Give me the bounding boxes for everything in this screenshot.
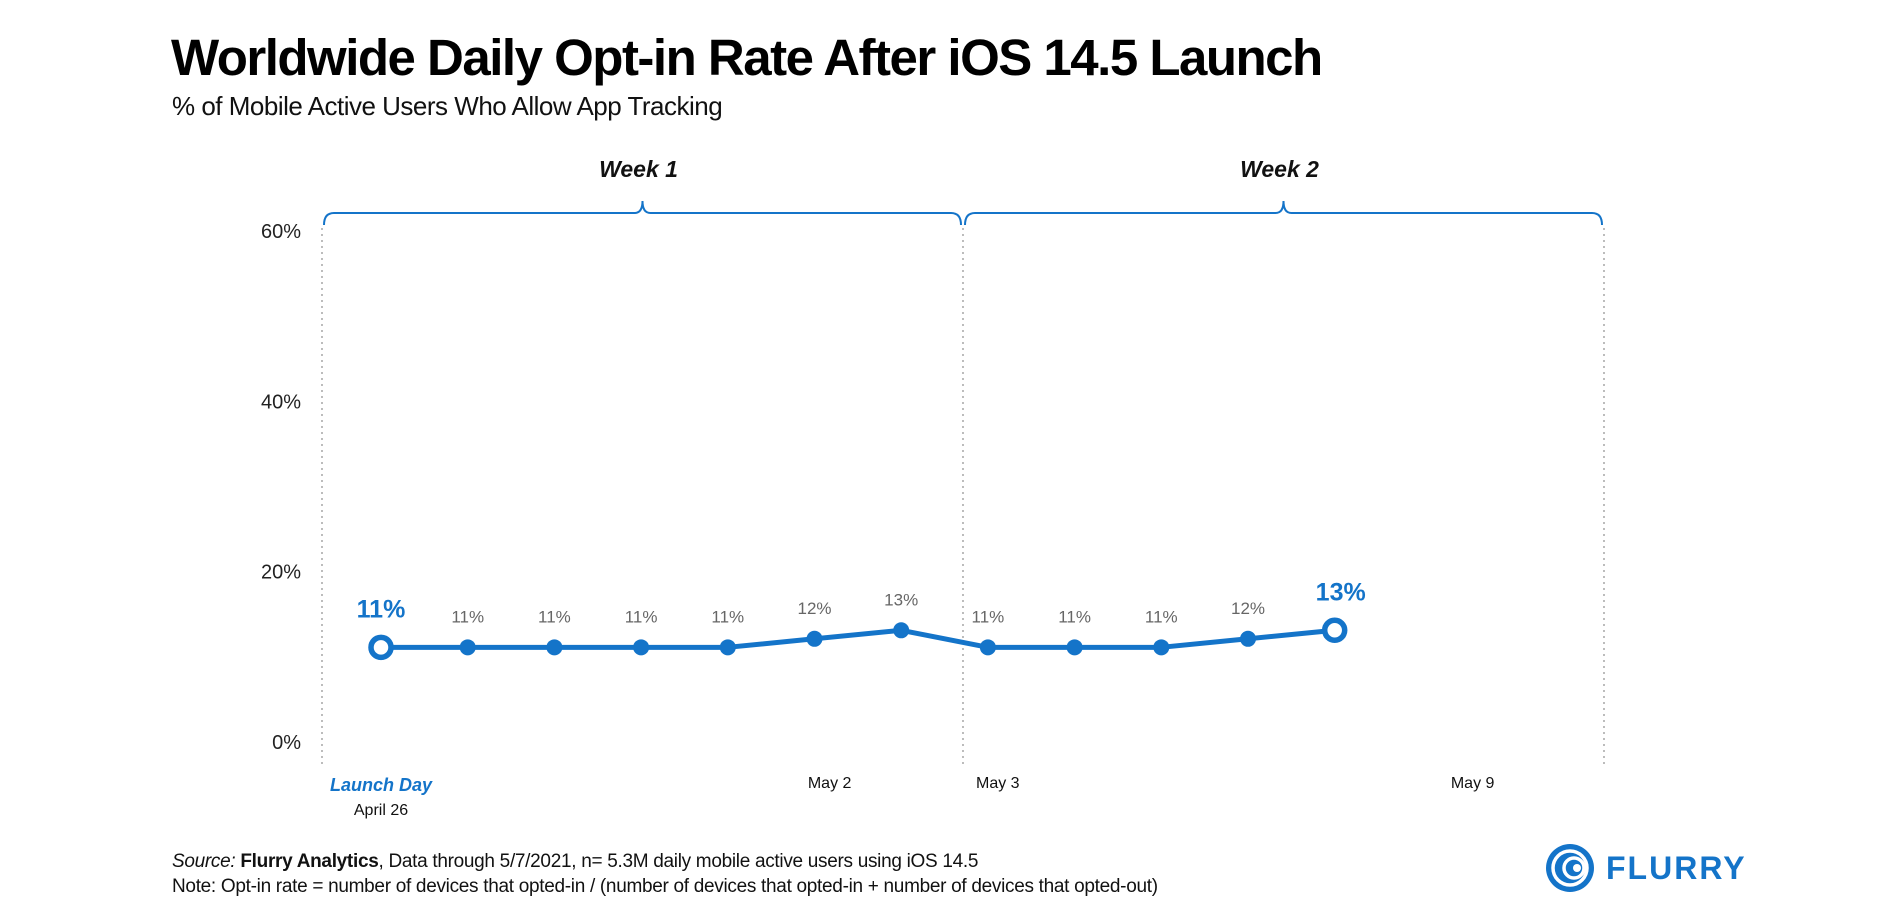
flurry-brand: FLURRY	[1544, 842, 1747, 894]
data-label: 11%	[538, 607, 571, 626]
week-label-2: Week 2	[1240, 156, 1319, 182]
x-axis-label: April 26	[354, 802, 408, 819]
data-label: 11%	[451, 607, 484, 626]
data-point	[633, 639, 650, 656]
week-brace-2	[964, 200, 1603, 226]
data-point-endpoint	[1321, 617, 1348, 644]
source-prefix: Source:	[172, 851, 236, 872]
y-tick-label: 0%	[272, 732, 301, 754]
data-point	[546, 639, 563, 656]
y-tick-label: 40%	[261, 391, 301, 413]
data-point	[459, 639, 476, 656]
chart-title: Worldwide Daily Opt-in Rate After iOS 14…	[171, 29, 1322, 86]
x-axis-label: May 2	[808, 775, 852, 792]
data-point	[1240, 630, 1256, 647]
data-label: 13%	[1316, 578, 1366, 606]
data-label: 12%	[1231, 599, 1265, 618]
series-line	[378, 627, 1338, 650]
data-point	[719, 639, 736, 656]
y-tick-label: 60%	[261, 221, 301, 243]
data-point	[806, 630, 823, 647]
data-label: 13%	[884, 590, 918, 609]
data-label: 11%	[357, 595, 406, 623]
y-tick-label: 20%	[261, 562, 301, 584]
data-point	[1066, 639, 1083, 656]
data-point	[979, 639, 996, 656]
data-label: 11%	[1145, 607, 1178, 626]
data-point-endpoint	[368, 634, 394, 661]
x-axis-label: May 9	[1451, 775, 1495, 792]
week-brace-1	[323, 200, 962, 226]
brand-name: FLURRY	[1606, 849, 1747, 886]
week-label-1: Week 1	[599, 156, 678, 182]
data-label: 11%	[625, 607, 658, 626]
data-label: 11%	[972, 607, 1005, 626]
chart-subtitle: % of Mobile Active Users Who Allow App T…	[172, 91, 722, 121]
x-axis-label: May 3	[976, 775, 1020, 792]
data-point	[893, 622, 910, 639]
data-label: 12%	[797, 599, 831, 618]
note-line: Note: Opt-in rate = number of devices th…	[172, 876, 1158, 897]
data-point	[1153, 639, 1170, 656]
data-label: 11%	[1058, 607, 1091, 626]
launch-day-annotation: Launch Day	[330, 775, 433, 795]
source-details: , Data through 5/7/2021, n= 5.3M daily m…	[378, 851, 979, 872]
data-label: 11%	[711, 607, 744, 626]
source-line: Source: Flurry Analytics, Data through 5…	[172, 851, 978, 873]
source-name: Flurry Analytics	[240, 851, 379, 872]
flurry-logo-icon	[1546, 844, 1594, 892]
